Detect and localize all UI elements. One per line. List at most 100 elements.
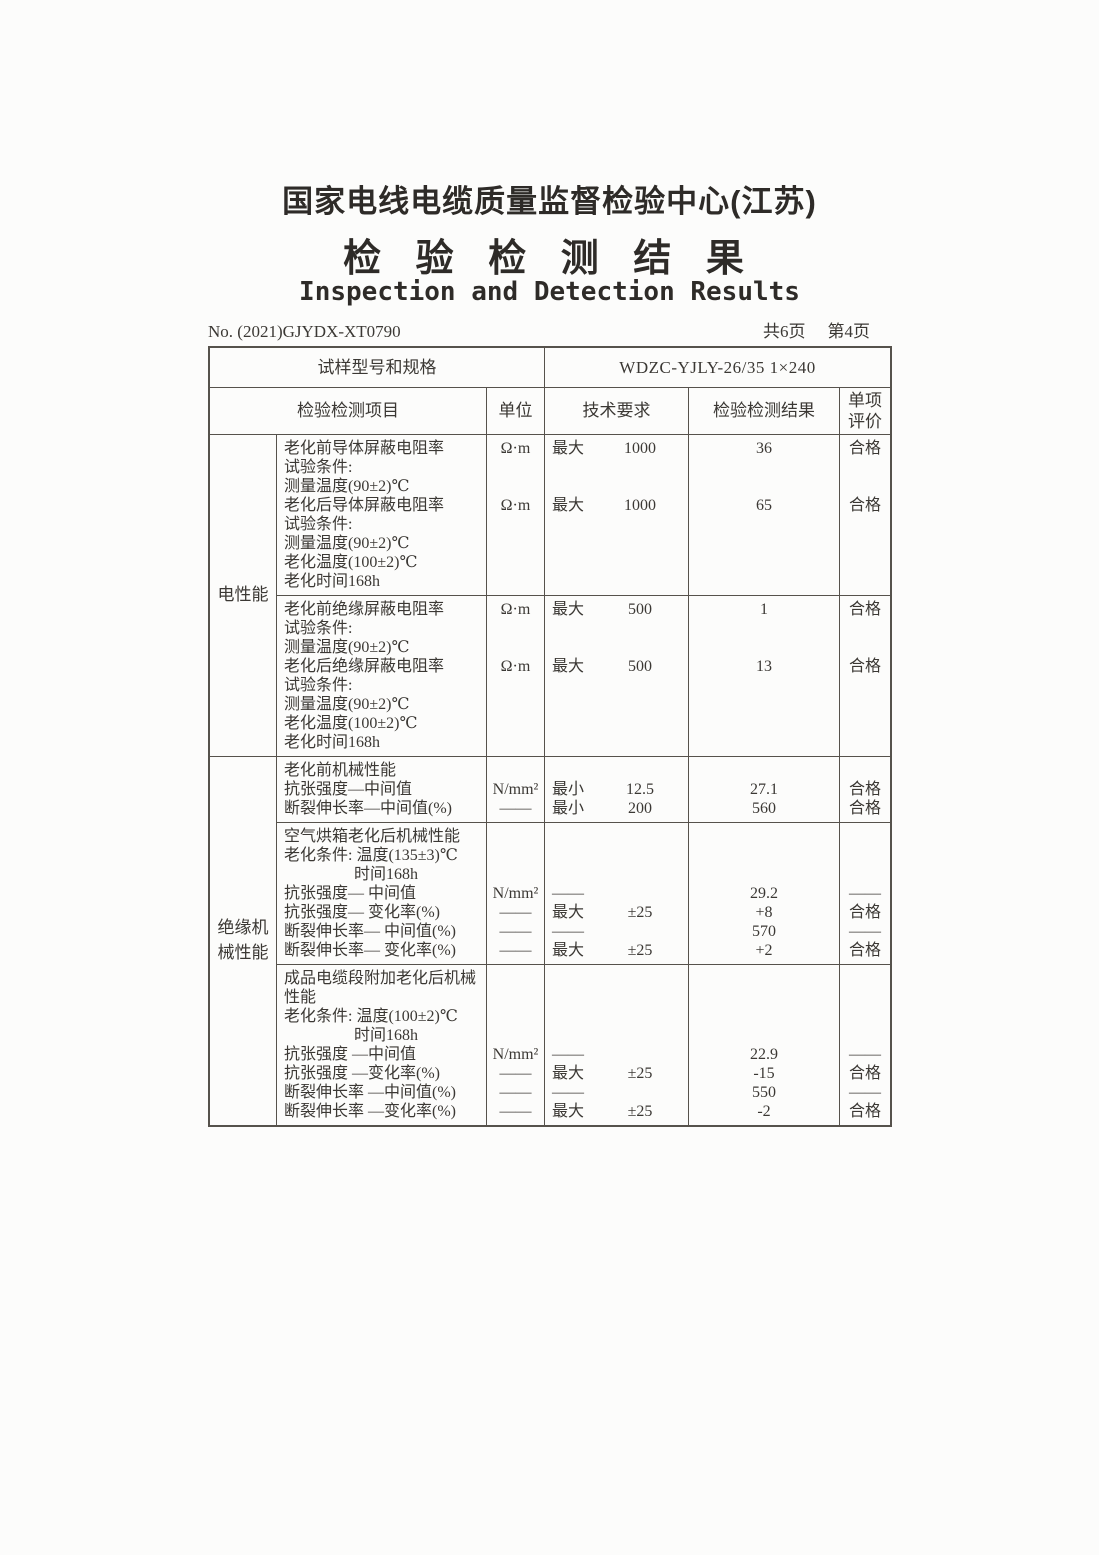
- measurement-block: 老化前导体屏蔽电阻率 试验条件: 测量温度(90±2)℃ 老化后导体屏蔽电阻率 试验条件…: [277, 435, 890, 595]
- requirement-value: 1000: [624, 497, 656, 514]
- measurement-block: 空气烘箱老化后机械性能 老化条件: 温度(135±3)℃ 时间168h 抗张强度— 中…: [277, 822, 890, 964]
- requirement-value: ±25: [627, 1065, 653, 1082]
- table-body: 电性能 老化前导体屏蔽电阻率 试验条件: 测量温度(90±2)℃ 老化后导体屏蔽电阻率试…: [210, 435, 890, 1125]
- unit-value: ——: [499, 942, 532, 959]
- evaluation-value: 合格: [848, 942, 881, 959]
- unit-value: [487, 534, 544, 553]
- evaluation-value: 合格: [848, 781, 881, 798]
- requirement-line: [545, 1026, 688, 1045]
- item-line: 抗张强度— 变化率(%): [284, 904, 440, 921]
- requirement-column: 最小 12.5 最小 200: [545, 757, 689, 822]
- result-value: [689, 553, 839, 572]
- item-line: 测量温度(90±2)℃: [284, 639, 410, 656]
- item-line: 老化条件: 温度(135±3)℃: [284, 847, 458, 864]
- header-result: 检验检测结果: [689, 388, 840, 434]
- evaluation-value: [840, 714, 890, 733]
- unit-value: [487, 827, 544, 846]
- pages-total: 共6页: [763, 322, 806, 341]
- result-value: 13: [756, 658, 772, 675]
- unit-column: N/mm² ——: [487, 757, 545, 822]
- requirement-line: [545, 714, 688, 733]
- requirement-qualifier: 最大: [552, 601, 585, 618]
- requirement-line: 最大 500: [545, 600, 688, 619]
- result-value: +2: [755, 942, 773, 959]
- category-label: 绝缘机械性能: [217, 918, 269, 962]
- requirement-qualifier: 最大: [552, 497, 585, 514]
- requirement-line: 最大 500: [545, 657, 688, 676]
- evaluation-column: 合格 合格: [840, 757, 890, 822]
- result-value: [689, 988, 839, 1007]
- requirement-value: [592, 1083, 688, 1102]
- requirement-line: 最小 12.5: [545, 780, 688, 799]
- item-line: 老化时间168h: [284, 573, 381, 590]
- requirement-value: 1000: [624, 440, 656, 457]
- evaluation-column: —— 合格 —— 合格: [840, 823, 890, 964]
- item-line: 抗张强度 —中间值: [284, 1046, 417, 1063]
- requirement-line: 最大 ±25: [545, 903, 688, 922]
- requirement-value: ±25: [627, 1103, 653, 1120]
- item-line: 测量温度(90±2)℃: [284, 535, 410, 552]
- item-line: 空气烘箱老化后机械性能: [284, 828, 461, 845]
- result-value: -2: [757, 1103, 771, 1120]
- result-value: 560: [752, 800, 776, 817]
- unit-value: ——: [499, 904, 532, 921]
- requirement-qualifier: 最大: [552, 1103, 585, 1120]
- requirement-qualifier: ——: [552, 885, 584, 902]
- requirement-line: 最大 ±25: [545, 1102, 688, 1121]
- item-line: 时间168h: [354, 1027, 419, 1044]
- requirement-qualifier: 最大: [552, 1065, 585, 1082]
- result-value: [689, 714, 839, 733]
- evaluation-value: [840, 619, 890, 638]
- measurement-block: 成品电缆段附加老化后机械 性能 老化条件: 温度(100±2)℃ 时间168h 抗张强度…: [277, 964, 890, 1125]
- unit-value: [487, 865, 544, 884]
- requirement-line: [545, 733, 688, 752]
- item-line: 试验条件:: [284, 459, 353, 476]
- result-value: [689, 1026, 839, 1045]
- requirement-value: [592, 1045, 688, 1064]
- category-label: 电性能: [217, 585, 269, 605]
- requirement-line: 最大 1000: [545, 439, 688, 458]
- evaluation-value: [840, 534, 890, 553]
- item-line: 抗张强度 —变化率(%): [284, 1065, 440, 1082]
- unit-value: ——: [499, 1084, 532, 1101]
- item-column: 老化前机械性能 抗张强度—中间值 断裂伸长率—中间值(%): [277, 757, 487, 822]
- requirement-line: [545, 846, 688, 865]
- item-line: 抗张强度—中间值: [284, 781, 413, 798]
- requirement-line: 最大 ±25: [545, 941, 688, 960]
- requirement-column: —— 最大 ±25 —— 最大 ±25: [545, 823, 689, 964]
- header-item: 检验检测项目: [210, 388, 487, 434]
- section-blocks: 老化前导体屏蔽电阻率 试验条件: 测量温度(90±2)℃ 老化后导体屏蔽电阻率 试验条件…: [277, 435, 890, 756]
- evaluation-column: 合格 合格: [840, 596, 890, 756]
- requirement-column: —— 最大 ±25 —— 最大 ±25: [545, 965, 689, 1125]
- item-line: 断裂伸长率 —变化率(%): [284, 1103, 456, 1120]
- header-requirement: 技术要求: [545, 388, 689, 434]
- unit-value: ——: [499, 923, 532, 940]
- requirement-value: 200: [628, 800, 652, 817]
- unit-value: [487, 572, 544, 591]
- model-value: WDZC-YJLY-26/35 1×240: [619, 358, 816, 377]
- item-column: 老化前绝缘屏蔽电阻率 试验条件: 测量温度(90±2)℃ 老化后绝缘屏蔽电阻率 试验条件…: [277, 596, 487, 756]
- evaluation-value: ——: [849, 1046, 881, 1063]
- evaluation-value: [840, 988, 890, 1007]
- item-line: 性能: [284, 989, 317, 1006]
- unit-value: [487, 761, 544, 780]
- result-value: -15: [753, 1065, 775, 1082]
- evaluation-value: [840, 695, 890, 714]
- evaluation-value: [840, 846, 890, 865]
- unit-value: [487, 969, 544, 988]
- result-column: 27.1 560: [689, 757, 840, 822]
- requirement-line: ——: [545, 1083, 688, 1102]
- requirement-qualifier: 最大: [552, 658, 585, 675]
- requirement-qualifier: 最大: [552, 904, 585, 921]
- evaluation-value: [840, 676, 890, 695]
- result-value: [689, 619, 839, 638]
- requirement-line: 最大 1000: [545, 496, 688, 515]
- result-value: [689, 733, 839, 752]
- item-line: 老化前导体屏蔽电阻率: [284, 440, 445, 457]
- unit-value: N/mm²: [492, 1046, 539, 1063]
- item-line: 测量温度(90±2)℃: [284, 696, 410, 713]
- unit-column: N/mm² —— —— ——: [487, 823, 545, 964]
- unit-column: N/mm² —— —— ——: [487, 965, 545, 1125]
- result-column: 29.2 +8 570 +2: [689, 823, 840, 964]
- result-value: 36: [756, 440, 772, 457]
